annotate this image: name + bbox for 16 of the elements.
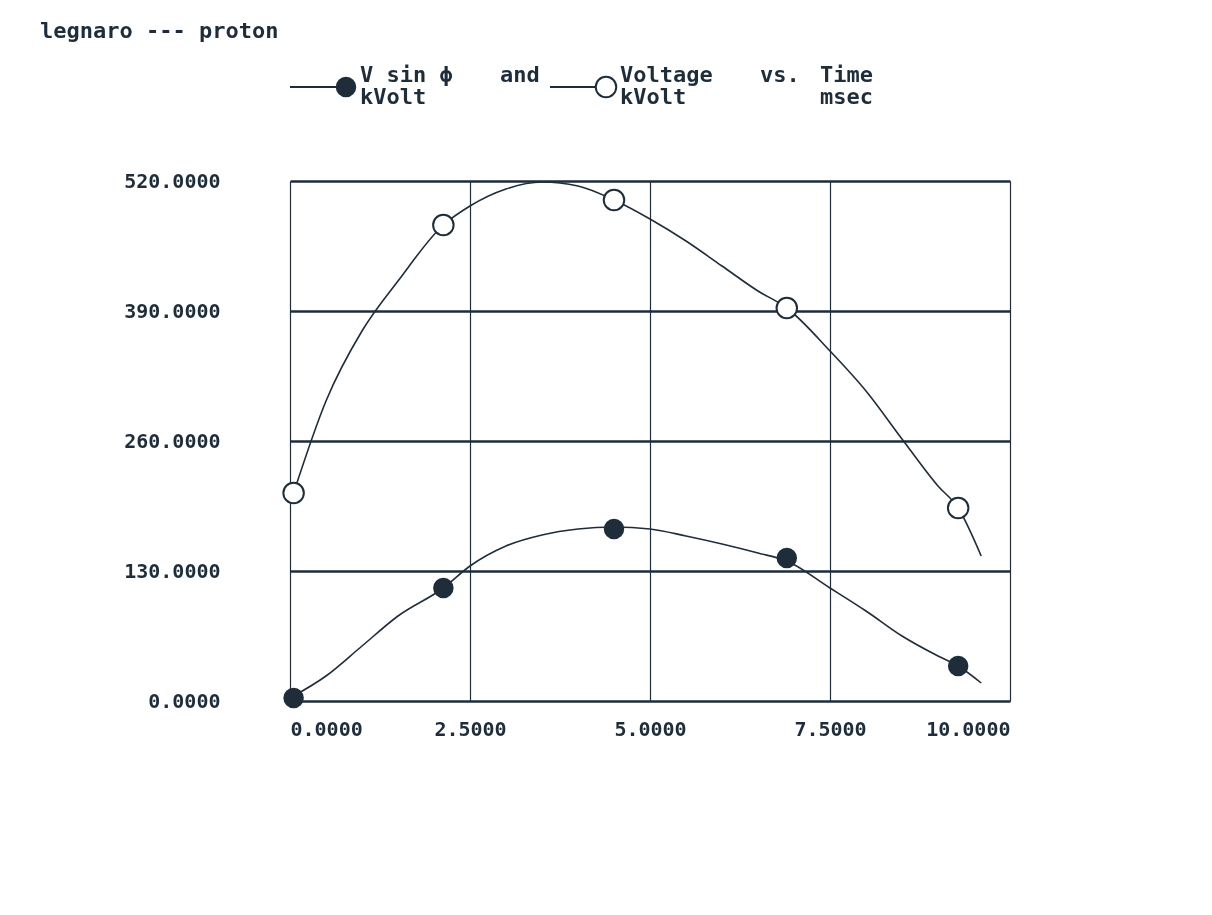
y-tick-label: 0.0000 bbox=[148, 688, 221, 713]
chart-title: legnaro --- proton bbox=[40, 18, 279, 43]
y-tick-label: 130.0000 bbox=[124, 558, 221, 583]
y-tick-label: 520.0000 bbox=[124, 168, 221, 193]
legend-label: V sin ϕ kVolt bbox=[360, 62, 453, 109]
x-tick-label: 0.0000 bbox=[290, 716, 363, 741]
x-tick-label: 10.0000 bbox=[926, 716, 1011, 741]
x-tick-label: 2.5000 bbox=[434, 716, 507, 741]
text: and bbox=[500, 62, 540, 87]
y-tick-label: 390.0000 bbox=[124, 298, 221, 323]
text: vs. bbox=[760, 62, 800, 87]
y-tick-label: 260.0000 bbox=[124, 428, 221, 453]
x-axis-title: Time msec bbox=[820, 62, 873, 109]
x-tick-label: 7.5000 bbox=[794, 716, 867, 741]
x-tick-label: 5.0000 bbox=[614, 716, 687, 741]
legend-label: Voltage kVolt bbox=[620, 62, 713, 109]
